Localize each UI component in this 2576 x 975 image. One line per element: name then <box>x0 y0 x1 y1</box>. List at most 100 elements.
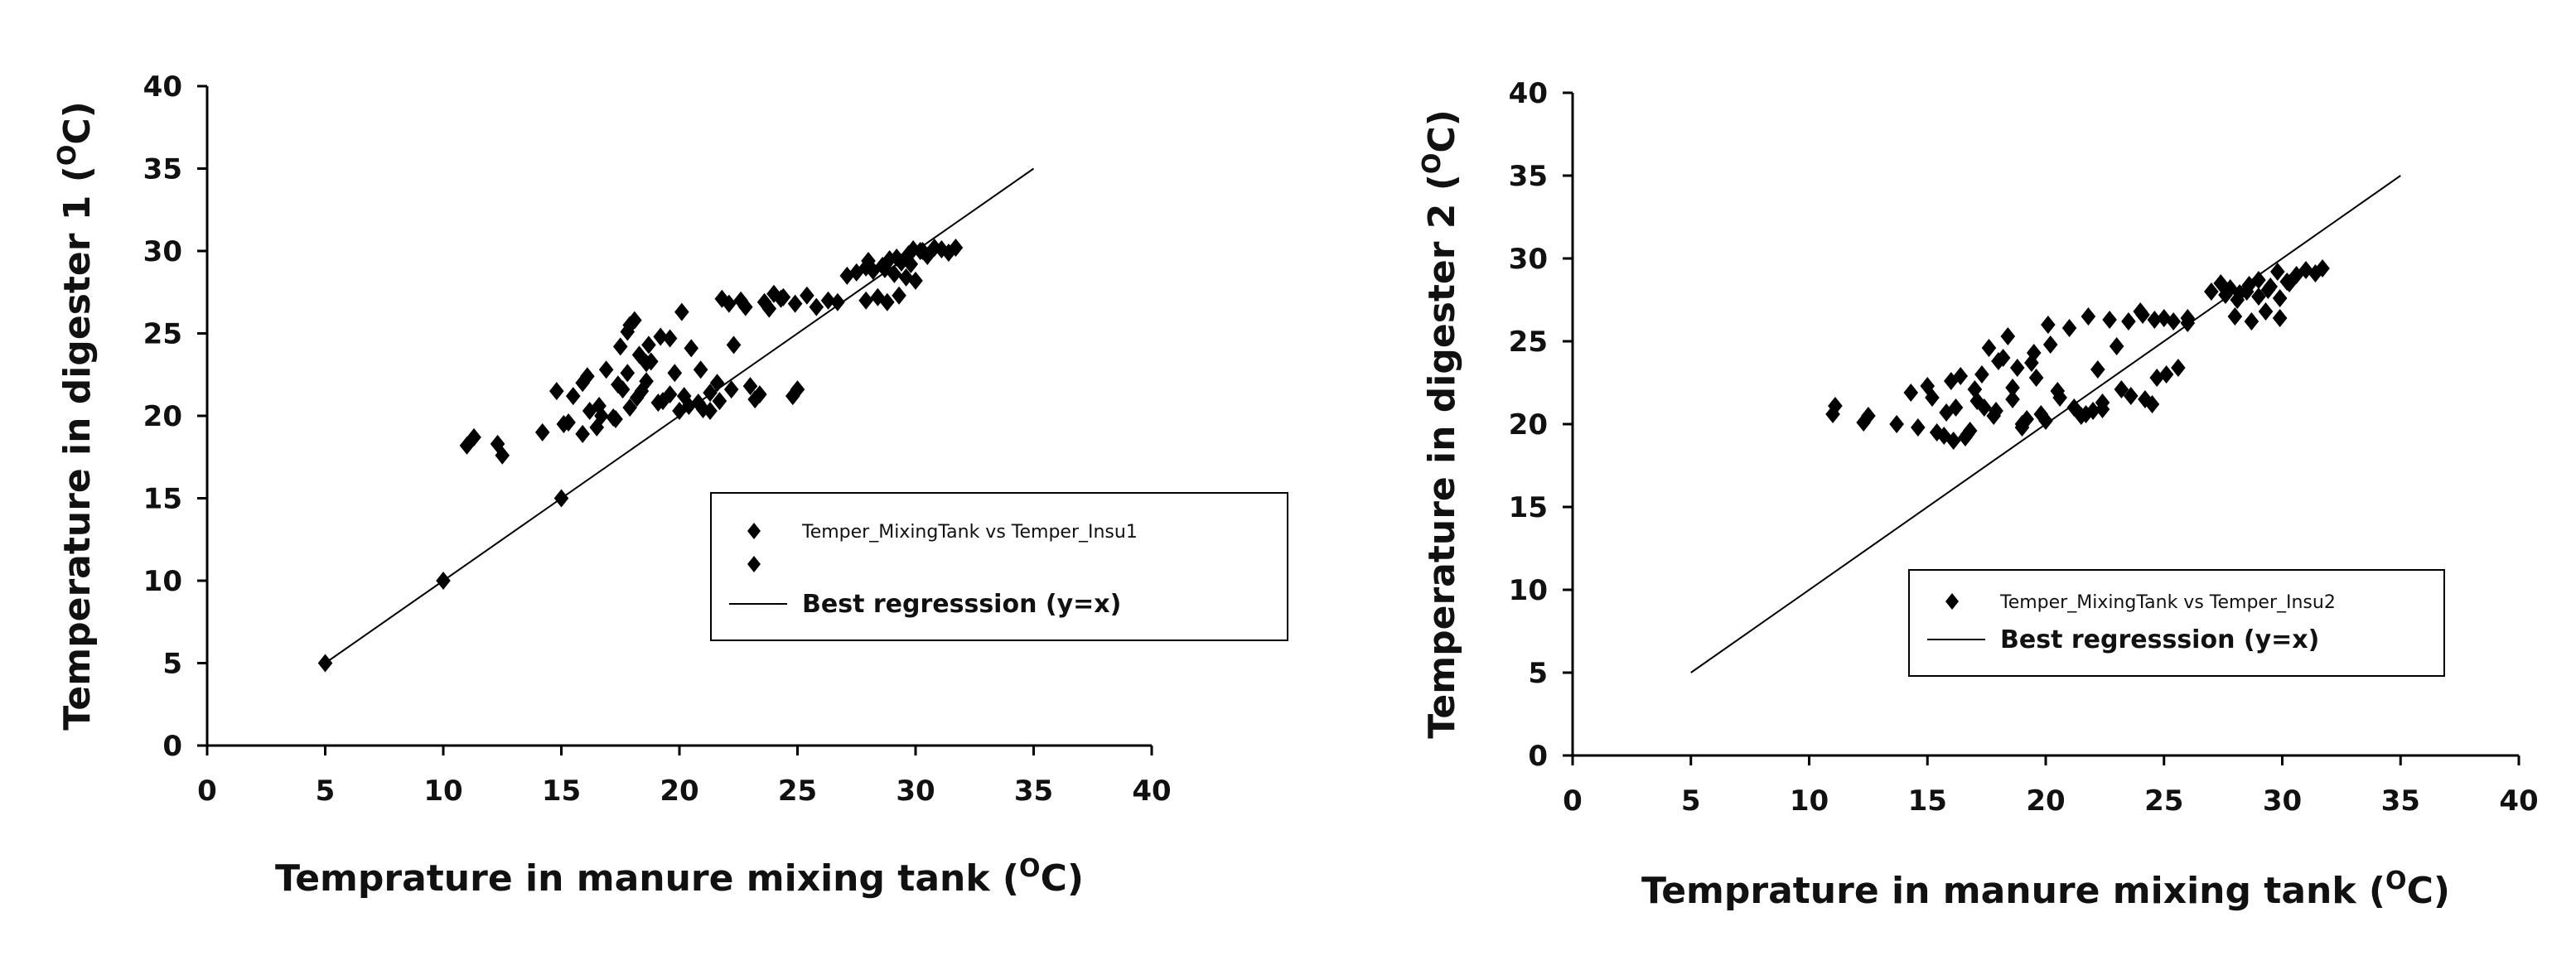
data-point <box>2227 307 2243 326</box>
data-point <box>2241 276 2257 294</box>
x-tick-label: 30 <box>2263 784 2302 818</box>
x-axis-title-text: Temprature in manure mixing tank ( <box>275 857 1019 900</box>
data-point <box>761 299 777 318</box>
x-tick-label: 0 <box>197 775 217 808</box>
data-point <box>672 402 687 421</box>
data-point <box>722 294 737 313</box>
y-tick-label: 35 <box>1509 160 1548 193</box>
y-tick-label: 10 <box>1509 574 1548 607</box>
y-axis-title-text: Temperature in digester 2 ( <box>1421 174 1463 739</box>
y-tick-label: 40 <box>1509 77 1548 110</box>
data-point <box>2166 312 2181 331</box>
data-point <box>2009 359 2025 377</box>
data-point <box>1925 389 1940 407</box>
data-point <box>1974 365 1989 384</box>
data-point <box>1958 428 1973 446</box>
data-point <box>877 259 892 278</box>
data-point <box>1889 415 1904 433</box>
data-point <box>612 337 628 356</box>
data-point <box>627 311 642 330</box>
y-tick-label: 15 <box>1509 491 1548 524</box>
y-axis-title: Temperature in digester 1 (OC) <box>53 101 99 731</box>
legend-label: Best regresssion (y=x) <box>802 590 1121 619</box>
data-point <box>589 418 605 437</box>
data-point <box>1953 367 1969 385</box>
y-tick-label: 30 <box>1509 243 1548 276</box>
y-tick-label: 5 <box>1528 657 1548 690</box>
y-axis-title: Temperature in digester 2 (OC) <box>1418 109 1464 739</box>
data-point <box>611 375 626 394</box>
data-point <box>2114 380 2129 398</box>
data-point <box>809 297 824 316</box>
x-tick-label: 5 <box>1681 784 1701 818</box>
y-axis-title-close: C) <box>1421 109 1463 152</box>
data-point <box>561 413 576 432</box>
x-tick-label: 35 <box>1014 775 1053 808</box>
y-tick-label: 20 <box>1509 408 1548 442</box>
legend-label: Temper_MixingTank vs Temper_Insu1 <box>801 522 1138 543</box>
data-point <box>436 572 451 590</box>
legend-label: Temper_MixingTank vs Temper_Insu2 <box>1999 592 2336 613</box>
x-tick-label: 5 <box>316 775 336 808</box>
data-point <box>2315 259 2330 278</box>
data-point <box>1986 407 2001 425</box>
data-point <box>2026 344 2042 362</box>
data-point <box>2230 291 2245 309</box>
data-point <box>2061 319 2077 337</box>
data-point <box>800 286 814 305</box>
data-point <box>684 339 699 358</box>
x-axis-title-sup: O <box>2385 866 2407 895</box>
x-axis-title: Temprature in manure mixing tank (OC) <box>275 854 1084 900</box>
y-tick-label: 35 <box>143 153 182 186</box>
chart-1: 0 5 10 15 20 25 30 35 40 0 5 10 15 20 25 30 35 40 Temper_M… <box>53 70 1288 900</box>
data-point <box>2090 360 2105 379</box>
y-tick-label: 0 <box>162 730 182 763</box>
legend-marker <box>747 523 761 539</box>
data-point <box>606 408 621 427</box>
data-point <box>880 292 895 311</box>
data-point <box>1948 398 1964 417</box>
x-axis-title: Temprature in manure mixing tank (OC) <box>1641 866 2450 913</box>
legend-box <box>710 492 1288 641</box>
data-point <box>1945 432 1961 450</box>
data-point <box>2298 261 2313 279</box>
data-point <box>620 322 636 341</box>
data-point <box>892 286 906 305</box>
data-point <box>2135 306 2150 324</box>
data-point <box>787 294 803 313</box>
legend-marker <box>1945 593 1959 610</box>
data-point <box>2041 316 2056 334</box>
x-tick-label: 10 <box>423 775 462 808</box>
data-point <box>2109 337 2124 355</box>
data-point <box>703 384 718 403</box>
data-point <box>2014 418 2030 437</box>
data-point <box>2251 287 2266 306</box>
y-axis-title-close: C) <box>56 101 99 144</box>
data-point <box>2005 390 2020 408</box>
data-point <box>575 424 590 443</box>
data-point <box>2085 402 2100 420</box>
x-tick-label: 20 <box>660 775 698 808</box>
y-tick-label: 25 <box>1509 326 1548 359</box>
data-point <box>2218 286 2233 304</box>
data-point <box>742 377 758 396</box>
data-point <box>2042 335 2058 354</box>
data-point <box>773 289 789 308</box>
legend-box <box>1908 569 2445 677</box>
data-point <box>2123 387 2139 405</box>
data-point <box>1995 349 2011 367</box>
data-point <box>2149 369 2164 387</box>
data-point <box>495 446 510 465</box>
x-tick-label: 40 <box>2499 784 2538 818</box>
data-point <box>565 387 581 406</box>
data-point <box>695 400 711 419</box>
x-tick-label: 10 <box>1790 784 1829 818</box>
data-point <box>1825 405 1840 423</box>
data-point <box>667 364 683 383</box>
data-point <box>2028 369 2044 387</box>
data-point <box>466 427 481 446</box>
data-point <box>2272 309 2288 327</box>
data-point <box>2147 311 2163 329</box>
data-point <box>634 382 650 401</box>
